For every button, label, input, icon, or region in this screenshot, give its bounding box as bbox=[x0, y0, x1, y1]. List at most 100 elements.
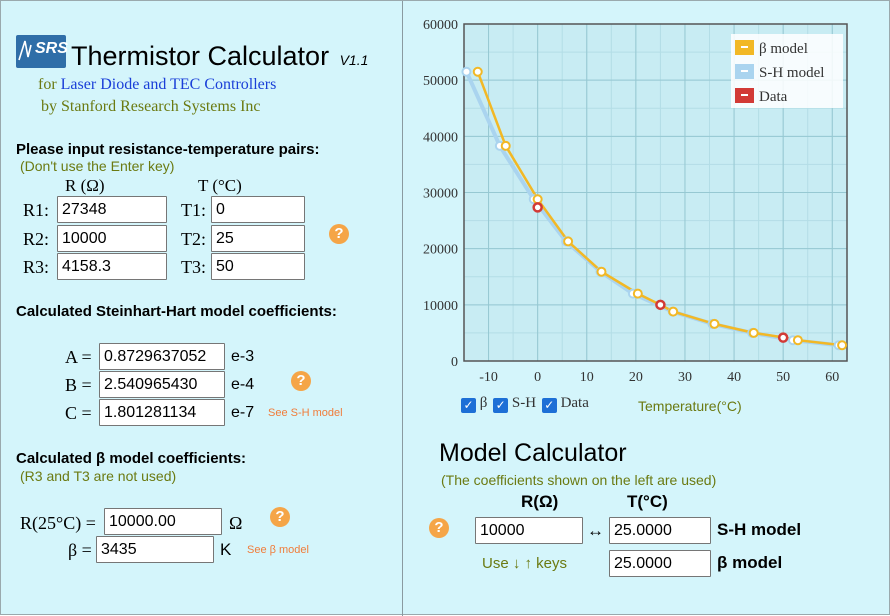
calc-help-icon[interactable]: ? bbox=[429, 518, 449, 538]
t2-input[interactable] bbox=[211, 225, 305, 252]
legend-label: Data bbox=[759, 89, 788, 105]
t3-input[interactable] bbox=[211, 253, 305, 280]
calc-sh-label: S-H model bbox=[717, 520, 802, 539]
t1-label: T1: bbox=[181, 200, 206, 220]
r3-label: R3: bbox=[23, 257, 50, 277]
x-tick-label: 10 bbox=[580, 370, 594, 385]
beta-unit: K bbox=[220, 540, 232, 559]
x-axis-label: Temperature(°C) bbox=[638, 398, 742, 414]
data-point bbox=[532, 202, 543, 213]
see-sh-model-link[interactable]: See S-H model bbox=[268, 407, 343, 419]
calc-r-input[interactable] bbox=[475, 517, 583, 544]
toggle-sh-label: S-H bbox=[511, 395, 537, 411]
subtitle-prefix: for bbox=[38, 76, 57, 93]
bidirectional-arrow-icon: ↔ bbox=[587, 521, 604, 540]
app-byline: by Stanford Research Systems Inc bbox=[41, 98, 261, 115]
sh-a-input[interactable] bbox=[99, 343, 225, 370]
beta-point bbox=[500, 140, 511, 151]
x-tick-label: 60 bbox=[825, 370, 839, 385]
beta-note: (R3 and T3 are not used) bbox=[20, 468, 177, 484]
subtitle-link[interactable]: Laser Diode and TEC Controllers bbox=[60, 76, 277, 93]
beta-point bbox=[563, 236, 574, 247]
check-icon: ✓ bbox=[541, 398, 557, 413]
beta-point bbox=[792, 335, 803, 346]
sh-help-icon[interactable]: ? bbox=[291, 371, 311, 391]
x-tick-label: 30 bbox=[678, 370, 692, 385]
t1-input[interactable] bbox=[211, 196, 305, 223]
thermistor-chart: 0 10000 20000 30000 40000 50000 60000 -10 0 10 20 3… bbox=[409, 9, 849, 419]
r1-input[interactable] bbox=[57, 196, 167, 223]
sh-c-input[interactable] bbox=[99, 399, 225, 426]
beta-point bbox=[632, 288, 643, 299]
check-icon: ✓ bbox=[461, 398, 476, 413]
y-tick-label: 30000 bbox=[423, 187, 458, 202]
data-point bbox=[655, 299, 666, 311]
legend-label: β model bbox=[759, 41, 808, 57]
y-tick-label: 40000 bbox=[423, 130, 458, 145]
r25-unit: Ω bbox=[229, 513, 243, 533]
sh-a-exp: e-3 bbox=[231, 348, 255, 365]
sh-heading: Calculated Steinhart-Hart model coeffici… bbox=[16, 303, 337, 320]
sh-b-exp: e-4 bbox=[231, 376, 255, 393]
input-pairs-note: (Don't use the Enter key) bbox=[20, 158, 175, 174]
model-calc-note: (The coefficients shown on the left are … bbox=[441, 472, 717, 488]
y-tick-label: 20000 bbox=[423, 243, 458, 258]
toggle-beta[interactable]: ✓ β bbox=[461, 395, 488, 413]
r1-label: R1: bbox=[23, 200, 50, 220]
calc-beta-label: β model bbox=[717, 553, 783, 572]
beta-point bbox=[596, 266, 607, 277]
r25-input[interactable] bbox=[104, 508, 222, 535]
y-tick-label: 60000 bbox=[423, 18, 458, 33]
toggle-beta-label: β bbox=[479, 395, 488, 411]
beta-heading: Calculated β model coefficients: bbox=[16, 450, 247, 467]
x-tick-label: 20 bbox=[629, 370, 643, 385]
toggle-sh[interactable]: ✓ S-H bbox=[493, 395, 537, 413]
y-tick-label: 10000 bbox=[423, 299, 458, 314]
check-icon: ✓ bbox=[493, 398, 509, 413]
srs-logo-icon bbox=[18, 40, 32, 61]
plot-frame bbox=[463, 23, 848, 362]
calc-beta-t-input[interactable] bbox=[609, 550, 711, 577]
x-tick-label: 40 bbox=[727, 370, 741, 385]
t2-label: T2: bbox=[181, 229, 206, 249]
beta-label: β = bbox=[68, 540, 92, 560]
app-title-text: Thermistor Calculator bbox=[71, 41, 330, 71]
beta-input[interactable] bbox=[96, 536, 214, 563]
y-tick-label: 50000 bbox=[423, 74, 458, 89]
beta-point bbox=[748, 327, 759, 338]
toggle-data[interactable]: ✓ Data bbox=[541, 395, 589, 413]
see-beta-model-link[interactable]: See β model bbox=[247, 544, 309, 556]
legend-swatch-mark bbox=[741, 46, 748, 48]
beta-point bbox=[532, 194, 543, 205]
legend-swatch-mark bbox=[741, 94, 748, 96]
srs-logo: SRS bbox=[16, 35, 68, 68]
app-version: V1.1 bbox=[339, 52, 369, 68]
sh-b-label: B = bbox=[65, 375, 92, 395]
keys-hint: Use ↓ ↑ keys bbox=[482, 555, 568, 572]
r2-label: R2: bbox=[23, 229, 50, 249]
beta-point bbox=[668, 306, 679, 317]
app-subtitle: for Laser Diode and TEC Controllers bbox=[38, 76, 276, 94]
beta-help-icon[interactable]: ? bbox=[270, 507, 290, 527]
r2-input[interactable] bbox=[57, 225, 167, 252]
beta-point bbox=[472, 66, 483, 77]
input-help-icon[interactable]: ? bbox=[329, 224, 349, 244]
x-tick-label: 0 bbox=[534, 370, 541, 385]
app-title: Thermistor Calculator V1.1 bbox=[71, 41, 368, 72]
calc-sh-t-input[interactable] bbox=[609, 517, 711, 544]
input-pairs-heading: Please input resistance-temperature pair… bbox=[16, 141, 320, 158]
sh-b-input[interactable] bbox=[99, 371, 225, 398]
toggle-data-label: Data bbox=[560, 395, 589, 411]
chart-svg: 0 10000 20000 30000 40000 50000 60000 -10 0 10 20 3… bbox=[423, 18, 848, 385]
legend-swatch-mark bbox=[741, 70, 748, 72]
model-calc-title: Model Calculator bbox=[439, 439, 627, 467]
x-tick-label: 50 bbox=[776, 370, 790, 385]
logo-text: SRS bbox=[35, 40, 68, 57]
r25-label: R(25°C) = bbox=[20, 513, 96, 533]
series-toggles: ✓ β ✓ S-H ✓ Data bbox=[461, 395, 589, 413]
y-tick-label: 0 bbox=[451, 355, 458, 370]
beta-point bbox=[837, 340, 848, 351]
beta-point bbox=[709, 318, 720, 329]
r3-input[interactable] bbox=[57, 253, 167, 280]
